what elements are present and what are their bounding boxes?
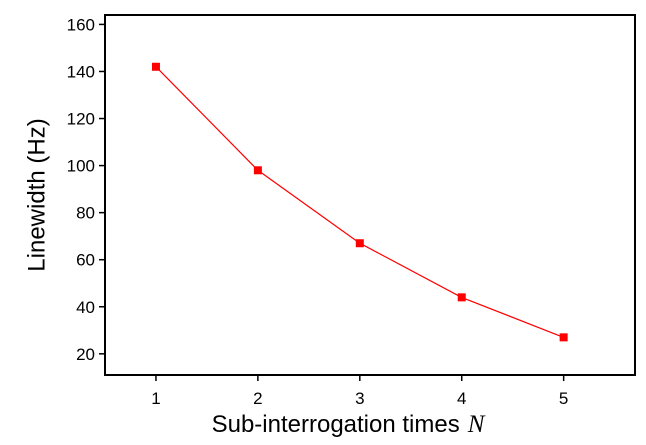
- x-axis-variable: N: [467, 411, 486, 438]
- data-point: [457, 293, 466, 302]
- y-tick-label: 60: [76, 251, 95, 270]
- series-line: [155, 66, 564, 338]
- y-tick-label: 40: [76, 298, 95, 317]
- x-axis-label-text: Sub-interrogation times: [212, 411, 460, 438]
- data-point: [253, 166, 262, 175]
- x-tick-label: 5: [559, 389, 568, 408]
- x-axis: 1 2 3 4 5: [151, 375, 568, 408]
- data-point: [559, 333, 568, 342]
- data-point: [151, 62, 160, 71]
- x-tick-label: 4: [457, 389, 466, 408]
- y-tick-label: 80: [76, 204, 95, 223]
- x-tick-label: 3: [355, 389, 364, 408]
- y-tick-label: 20: [76, 345, 95, 364]
- y-axis-label: Linewidth (Hz): [23, 118, 50, 271]
- y-tick-label: 100: [67, 157, 95, 176]
- series-layer: [151, 62, 568, 342]
- x-tick-label: 1: [151, 389, 160, 408]
- y-tick-label: 120: [67, 110, 95, 129]
- plot-frame: [104, 14, 636, 376]
- y-tick-label: 140: [67, 62, 95, 81]
- x-tick-label: 2: [253, 389, 262, 408]
- data-point: [355, 239, 364, 248]
- x-axis-label: Sub-interrogation times N: [212, 411, 486, 438]
- y-tick-label: 160: [67, 15, 95, 34]
- y-axis: 20 40 60 80 100 120 140 160: [67, 15, 105, 364]
